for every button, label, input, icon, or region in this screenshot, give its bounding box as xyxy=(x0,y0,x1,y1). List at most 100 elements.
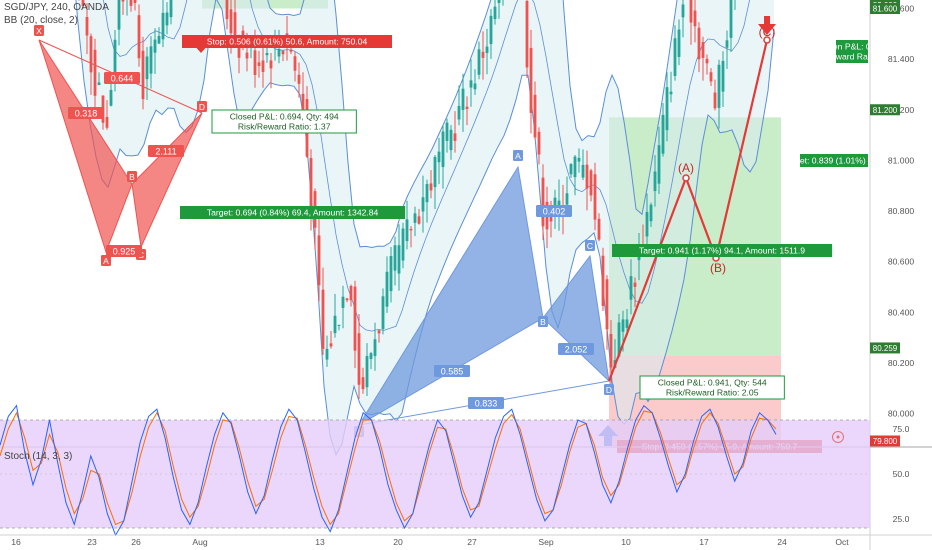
candle xyxy=(117,0,121,46)
abcd-projection: (A)(B)(C) xyxy=(607,25,775,382)
candle xyxy=(721,51,725,108)
x-tick-label: 17 xyxy=(699,537,709,547)
ratio-label: 0.644 xyxy=(104,72,140,84)
candle xyxy=(469,59,473,107)
y-tick-label: 81.000 xyxy=(888,155,915,165)
ratio-label: 2.052 xyxy=(558,343,594,355)
trade-label[interactable]: Stop: 0.506 (0.61%) 50.6, Amount: 750.04 xyxy=(182,35,392,48)
trade-label[interactable]: Target: 0.941 (1.17%) 94.1, Amount: 1511… xyxy=(612,244,833,257)
candle xyxy=(689,0,693,45)
svg-text:A: A xyxy=(515,151,521,161)
candle xyxy=(417,208,421,225)
svg-text:0.833: 0.833 xyxy=(475,399,498,409)
pivot-red-X: X xyxy=(34,25,44,36)
candle xyxy=(329,330,333,349)
symbol-title: SGD/JPY, 240, OANDA xyxy=(4,2,109,13)
y-tick-label: 81.400 xyxy=(888,54,915,64)
candle xyxy=(489,9,493,59)
timezone-badge-icon[interactable] xyxy=(832,431,844,443)
candle xyxy=(713,79,717,111)
candle xyxy=(297,62,301,98)
candle xyxy=(105,100,109,130)
candle xyxy=(569,163,573,178)
candle xyxy=(401,222,405,269)
candle xyxy=(425,179,429,223)
candle xyxy=(589,168,593,202)
candle xyxy=(477,41,481,80)
candle xyxy=(321,267,325,355)
bb-upper-band xyxy=(267,0,678,249)
candle xyxy=(141,36,145,110)
svg-text:D: D xyxy=(199,102,205,112)
y-tick-label: 81.600 xyxy=(888,4,915,14)
candle xyxy=(413,206,417,237)
svg-text:Target: 0.694 (0.84%) 69.4, Am: Target: 0.694 (0.84%) 69.4, Amount: 1342… xyxy=(207,208,379,218)
svg-text:Risk/Reward Ratio: 0.80: Risk/Reward Ratio: 0.80 xyxy=(806,52,899,62)
price-label: 81.200 xyxy=(870,104,900,116)
candle xyxy=(369,351,373,370)
x-tick-label: 16 xyxy=(11,537,21,547)
svg-text:Closed P&L: 0.694, Qty: 494: Closed P&L: 0.694, Qty: 494 xyxy=(230,112,339,122)
candle xyxy=(433,155,437,210)
candle xyxy=(137,4,141,67)
candle xyxy=(161,0,165,48)
abcd-label: (B) xyxy=(710,261,726,275)
bb-indicator-label[interactable]: BB (20, close, 2) xyxy=(4,15,78,26)
abcd-point xyxy=(682,174,690,182)
pivot-red-B: B xyxy=(127,171,137,182)
candle xyxy=(633,277,637,307)
candle xyxy=(81,0,85,9)
price-axis: 80.000 80.200 80.400 80.600 80.800 81.000 81.2… xyxy=(869,0,932,550)
stoch-k-line xyxy=(0,404,777,537)
candle xyxy=(457,85,461,126)
svg-text:A: A xyxy=(103,256,109,266)
x-tick-label: 26 xyxy=(131,537,141,547)
candle xyxy=(525,0,529,78)
candle xyxy=(405,200,409,250)
candle xyxy=(293,51,297,82)
candle xyxy=(397,224,401,291)
price-label: 81.600 xyxy=(870,3,900,14)
stochastic-pane: 25.0 50.0 75.0 xyxy=(0,404,910,537)
candle xyxy=(645,193,649,249)
svg-text:0.925: 0.925 xyxy=(113,247,136,257)
svg-text:0.644: 0.644 xyxy=(111,74,134,84)
candle xyxy=(473,69,477,95)
candle xyxy=(597,213,601,242)
svg-text:79.800: 79.800 xyxy=(873,437,898,446)
candle xyxy=(97,72,101,86)
candle xyxy=(681,0,685,38)
y-tick-label: 80.400 xyxy=(888,307,915,317)
trade-label[interactable]: Target: 0.839 (1.01%) 83.9 xyxy=(783,154,885,167)
svg-text:C: C xyxy=(587,241,593,251)
candle xyxy=(665,72,669,142)
candle xyxy=(493,0,497,25)
svg-text:2.052: 2.052 xyxy=(565,345,588,355)
candle xyxy=(497,0,501,19)
candle xyxy=(325,335,329,367)
candle xyxy=(126,0,128,16)
svg-text:B: B xyxy=(540,317,546,327)
candle xyxy=(581,149,585,181)
stoch-indicator-label[interactable]: Stoch (14, 3, 3) xyxy=(4,451,73,462)
svg-text:Closed P&L: 0.941, Qty: 544: Closed P&L: 0.941, Qty: 544 xyxy=(658,378,767,388)
candle xyxy=(93,38,97,114)
candle xyxy=(449,125,453,160)
candle xyxy=(165,2,169,35)
candle xyxy=(441,125,445,189)
candle xyxy=(121,0,125,15)
candle xyxy=(601,247,605,311)
pivot-blue-C: C xyxy=(585,240,595,251)
abcd-line[interactable] xyxy=(607,39,769,382)
svg-text:B: B xyxy=(129,172,135,182)
trade-label[interactable]: Target: 0.694 (0.84%) 69.4, Amount: 1342… xyxy=(180,206,406,219)
ratio-label: 0.318 xyxy=(68,107,104,119)
candle xyxy=(133,0,137,11)
pivot-red-D: D xyxy=(197,101,207,112)
y-tick-label: 80.000 xyxy=(888,409,915,419)
x-tick-label: 20 xyxy=(393,537,403,547)
